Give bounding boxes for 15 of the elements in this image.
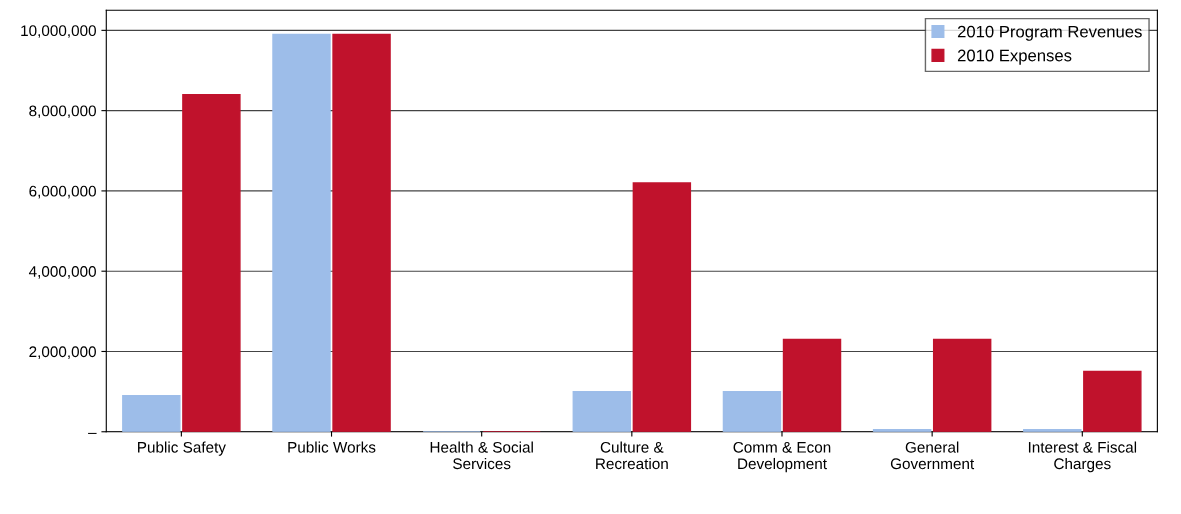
x-tick-label: Comm & Econ Development: [733, 441, 831, 473]
x-tick-label: Interest & Fiscal Charges: [1028, 441, 1137, 473]
y-tick-label: 6,000,000: [29, 185, 96, 199]
y-tick-label: –: [88, 432, 97, 434]
legend-label: 2010 Program Revenues: [957, 25, 1142, 41]
y-tick-label: 10,000,000: [21, 25, 96, 38]
x-tick-label: General Government: [890, 441, 975, 470]
x-tick-label: Public Works: [288, 441, 376, 453]
y-tick-label: 2,000,000: [29, 346, 96, 359]
x-tick-label: Culture & Recreation: [596, 441, 668, 470]
y-tick-label: 8,000,000: [29, 105, 96, 119]
y-tick-label: 4,000,000: [28, 266, 96, 279]
x-tick-label: Health & Social Services: [430, 441, 533, 470]
x-tick-label: Public Safety: [138, 441, 226, 456]
legend-label: 2010 Expenses: [957, 49, 1072, 65]
